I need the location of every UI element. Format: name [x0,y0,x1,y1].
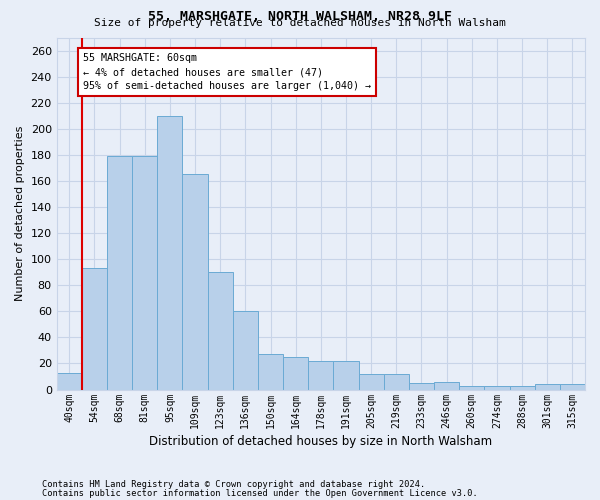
Bar [434,382,459,390]
Bar [56,372,82,390]
Bar [157,116,182,390]
X-axis label: Distribution of detached houses by size in North Walsham: Distribution of detached houses by size … [149,434,493,448]
Bar [384,374,409,390]
Text: Contains HM Land Registry data © Crown copyright and database right 2024.: Contains HM Land Registry data © Crown c… [42,480,425,489]
Bar [484,386,509,390]
Text: Size of property relative to detached houses in North Walsham: Size of property relative to detached ho… [94,18,506,28]
Bar [409,383,434,390]
Bar [82,268,107,390]
Bar [535,384,560,390]
Bar [359,374,384,390]
Bar [283,357,308,390]
Text: 55, MARSHGATE, NORTH WALSHAM, NR28 9LF: 55, MARSHGATE, NORTH WALSHAM, NR28 9LF [148,10,452,23]
Bar [459,386,484,390]
Text: 55 MARSHGATE: 60sqm
← 4% of detached houses are smaller (47)
95% of semi-detache: 55 MARSHGATE: 60sqm ← 4% of detached hou… [83,53,371,91]
Bar [107,156,132,390]
Y-axis label: Number of detached properties: Number of detached properties [15,126,25,301]
Bar [308,361,334,390]
Text: Contains public sector information licensed under the Open Government Licence v3: Contains public sector information licen… [42,488,478,498]
Bar [208,272,233,390]
Bar [560,384,585,390]
Bar [132,156,157,390]
Bar [258,354,283,390]
Bar [182,174,208,390]
Bar [509,386,535,390]
Bar [334,361,359,390]
Bar [233,312,258,390]
